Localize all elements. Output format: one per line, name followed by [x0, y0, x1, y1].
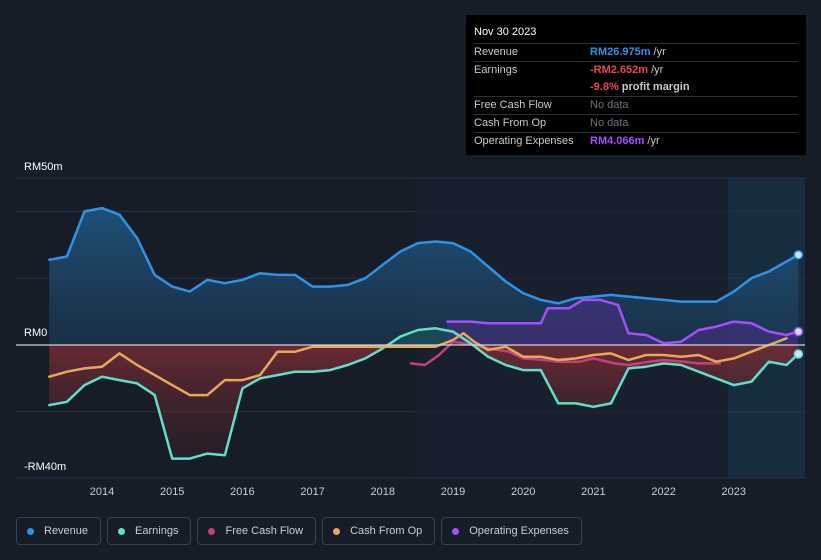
tooltip-unit: /yr — [647, 135, 660, 147]
x-tick-label: 2015 — [160, 486, 184, 498]
y-tick-label-zero: RM0 — [24, 327, 48, 339]
legend-label: Operating Expenses — [469, 525, 569, 537]
x-tick-label: 2017 — [300, 486, 324, 498]
operating-expenses-area — [447, 299, 799, 345]
earnings-line — [48, 327, 800, 460]
legend-label: Cash From Op — [350, 525, 423, 537]
tooltip-value: No data — [590, 99, 629, 111]
tooltip-unit: profit margin — [621, 81, 690, 93]
operating-expenses-line — [446, 298, 800, 345]
legend-label: Free Cash Flow — [225, 525, 304, 537]
free-cash-flow-line — [409, 340, 722, 367]
tooltip-row-free-cash-flow: Free Cash Flow No data — [474, 97, 798, 115]
tooltip-label: Earnings — [474, 64, 518, 76]
x-tick-label: 2019 — [441, 486, 465, 498]
earnings-positive-area — [49, 328, 799, 345]
tooltip-row-profit-margin: -9.8% profit margin — [474, 79, 798, 97]
tooltip-row-revenue: Revenue RM26.975m /yr — [474, 44, 798, 62]
x-tick-label: 2021 — [581, 486, 605, 498]
legend-item-earnings[interactable]: Earnings — [107, 517, 192, 545]
x-axis-ticks: 2014 2015 2016 2017 2018 2019 2020 2021 2022 2023 — [90, 486, 746, 498]
tooltip-row-operating-expenses: Operating Expenses RM4.066m /yr — [474, 133, 798, 150]
tooltip-unit: /yr — [653, 46, 666, 58]
tooltip-value: -RM2.652m — [590, 64, 649, 76]
tooltip-row-cash-from-op: Cash From Op No data — [474, 115, 798, 133]
legend-item-revenue[interactable]: Revenue — [16, 517, 102, 545]
cash-from-op-line — [48, 332, 788, 397]
legend-label: Earnings — [135, 525, 179, 537]
tooltip-value: RM26.975m — [590, 46, 651, 58]
tooltip-value: -9.8% — [590, 81, 619, 93]
data-tooltip: Nov 30 2023 Revenue RM26.975m /yr Earnin… — [466, 15, 806, 155]
tooltip-label: Revenue — [474, 46, 519, 58]
tooltip-label: Operating Expenses — [474, 135, 574, 147]
earnings-end-marker — [793, 349, 804, 359]
tooltip-label: Free Cash Flow — [474, 99, 552, 111]
series-areas — [49, 208, 799, 459]
x-tick-label: 2016 — [230, 486, 254, 498]
series-end-markers — [793, 250, 804, 359]
legend-item-cash-from-op[interactable]: Cash From Op — [322, 517, 436, 545]
earnings-negative-area — [49, 345, 799, 459]
legend-item-operating-expenses[interactable]: Operating Expenses — [441, 517, 582, 545]
revenue-end-marker — [793, 250, 804, 260]
revenue-line — [48, 206, 800, 305]
tooltip-label — [474, 79, 590, 96]
x-tick-label: 2022 — [651, 486, 675, 498]
free-cash-flow-dot-icon — [208, 527, 216, 535]
tooltip-date: Nov 30 2023 — [474, 23, 798, 44]
tooltip-value: No data — [590, 117, 629, 129]
earnings-dot-icon — [118, 527, 126, 535]
y-tick-label-top: RM50m — [24, 161, 63, 173]
series-lines — [48, 206, 800, 460]
legend: Revenue Earnings Free Cash Flow Cash Fro… — [16, 517, 582, 545]
legend-label: Revenue — [44, 525, 89, 537]
tooltip-unit: /yr — [651, 64, 664, 76]
revenue-dot-icon — [27, 527, 34, 535]
operating-expenses-dot-icon — [452, 527, 460, 535]
tooltip-row-earnings: Earnings -RM2.652m /yr — [474, 62, 798, 79]
legend-item-free-cash-flow[interactable]: Free Cash Flow — [197, 517, 317, 545]
y-tick-label-bottom: -RM40m — [24, 461, 67, 473]
tooltip-value: RM4.066m — [590, 135, 645, 147]
x-tick-label: 2018 — [371, 486, 395, 498]
operating-expenses-end-marker — [793, 326, 804, 337]
x-tick-label: 2014 — [90, 486, 114, 498]
tooltip-label: Cash From Op — [474, 117, 547, 129]
x-tick-label: 2023 — [722, 486, 746, 498]
x-tick-label: 2020 — [511, 486, 535, 498]
cash-from-op-dot-icon — [333, 527, 341, 535]
